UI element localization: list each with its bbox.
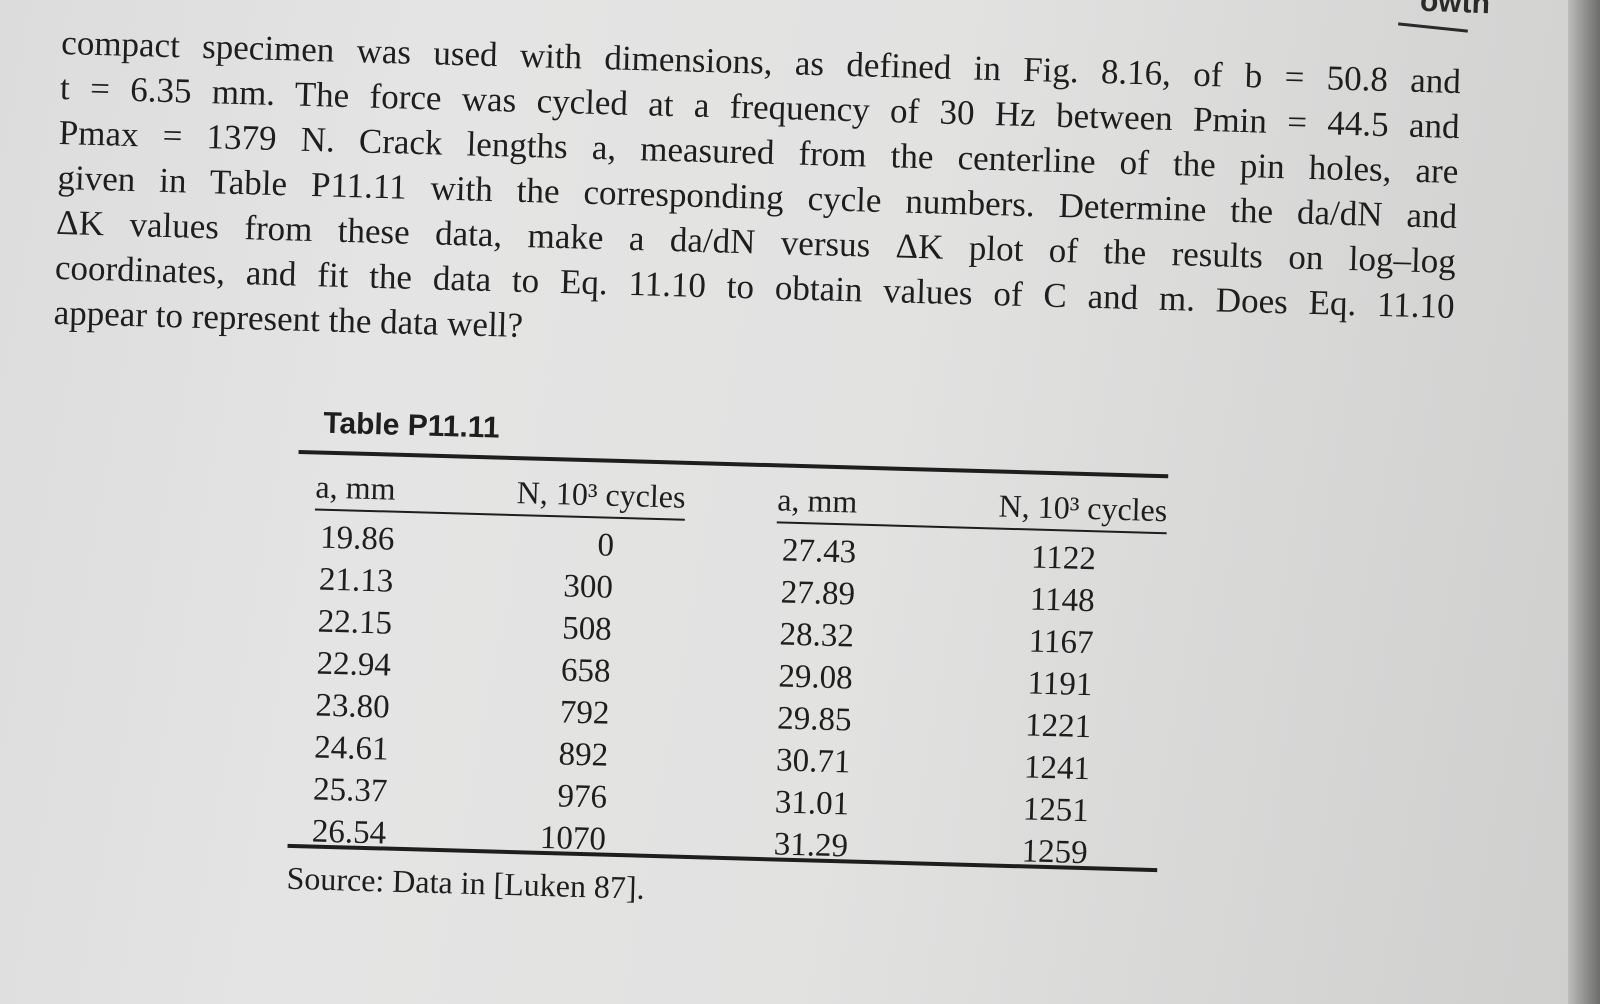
cell-cycles: 1122	[1030, 539, 1097, 578]
cell-crack-length: 27.43	[781, 532, 857, 571]
cell-crack-length: 19.86	[319, 519, 395, 558]
cell-crack-length: 24.61	[313, 729, 390, 768]
cell-cycles: 892	[558, 736, 609, 774]
table-column-group-left: a, mm N, 10³ cycles 19.86 0 21.13 300 22.15 5…	[305, 466, 686, 862]
cell-crack-length: 21.13	[318, 561, 394, 600]
cell-cycles: 508	[561, 610, 613, 648]
header-cycles: N, 10³ cycles	[998, 487, 1168, 529]
cell-cycles: 1241	[1023, 749, 1091, 788]
cell-crack-length: 22.15	[317, 603, 393, 642]
corner-heading-fragment: owth	[1419, 0, 1491, 21]
cell-cycles: 1221	[1024, 707, 1092, 746]
header-cycles: N, 10³ cycles	[516, 474, 686, 515]
cell-crack-length: 22.94	[316, 645, 392, 684]
cell-crack-length: 25.37	[312, 771, 388, 810]
data-table: Table P11.11 a, mm N, 10³ cycles 19.86 0 2…	[286, 400, 1169, 906]
cell-cycles: 0	[597, 527, 615, 564]
cell-cycles: 976	[557, 778, 608, 816]
cell-cycles: 300	[562, 568, 614, 606]
cell-cycles: 1148	[1029, 581, 1096, 620]
cell-cycles: 1191	[1027, 665, 1093, 704]
table-column-group-right: a, mm N, 10³ cycles 27.43 1122 27.89 1148 28…	[767, 479, 1168, 876]
cell-crack-length: 29.08	[777, 658, 854, 697]
cell-cycles: 792	[559, 694, 610, 732]
table-body: a, mm N, 10³ cycles 19.86 0 21.13 300 22.15 5…	[286, 454, 1168, 905]
cell-crack-length: 30.71	[775, 742, 851, 781]
header-crack-length: a, mm	[776, 481, 858, 520]
cell-crack-length: 29.85	[776, 700, 853, 739]
corner-rule	[1398, 22, 1468, 33]
cell-cycles: 1167	[1028, 623, 1095, 662]
page-edge-shadow	[1568, 0, 1600, 1004]
problem-paragraph: compact specimen was used with dimension…	[53, 20, 1461, 374]
cell-crack-length: 23.80	[314, 687, 391, 726]
header-crack-length: a, mm	[315, 468, 397, 507]
cell-crack-length: 27.89	[780, 574, 856, 613]
table-source-note: Source: Data in [Luken 87].	[286, 859, 646, 906]
cell-cycles: 658	[560, 652, 612, 690]
cell-crack-length: 28.32	[779, 616, 855, 655]
table-rows: 27.43 1122 27.89 1148 28.32 1167 29.08 1191 29.8…	[767, 529, 1166, 876]
cell-crack-length: 31.01	[774, 784, 850, 823]
table-rows: 19.86 0 21.13 300 22.15 508 22.94 658 23.80 792 24…	[305, 516, 684, 862]
cell-cycles: 1251	[1022, 791, 1090, 830]
